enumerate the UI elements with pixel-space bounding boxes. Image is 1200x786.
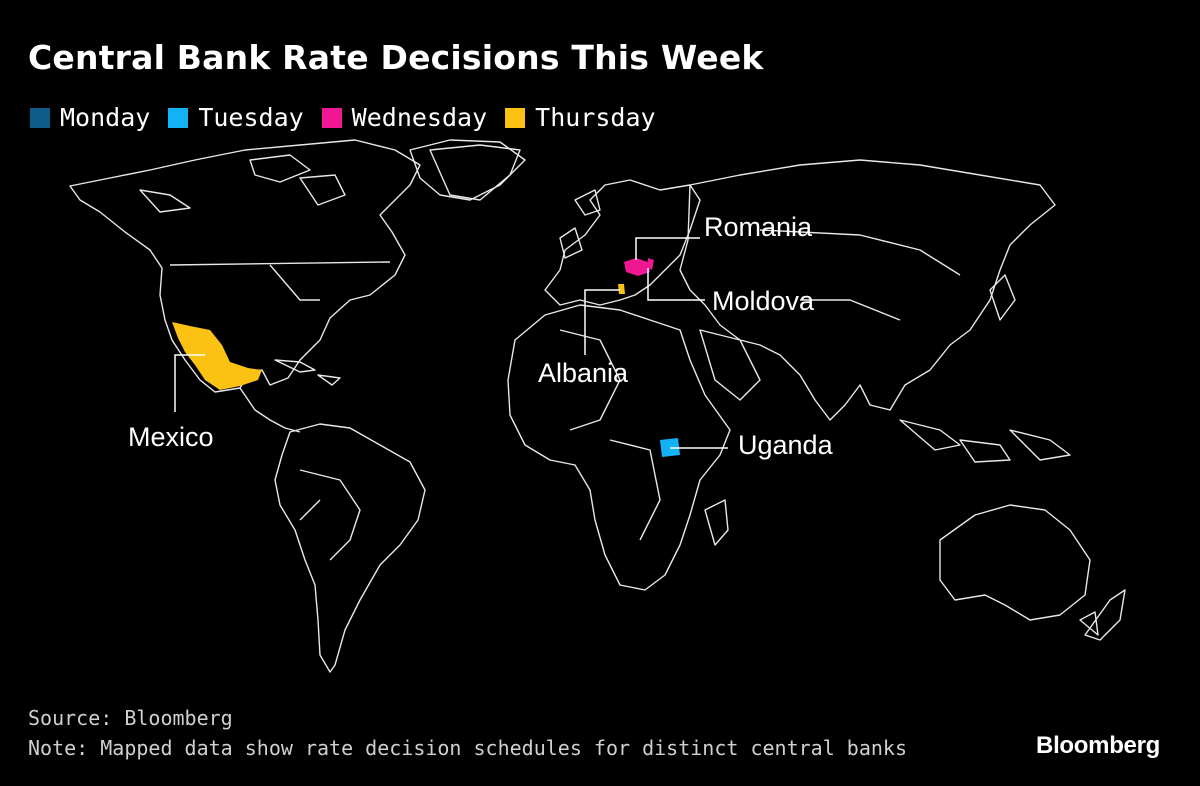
country-moldova: [648, 258, 654, 270]
legend-label-wednesday: Wednesday: [351, 103, 488, 132]
legend-item-tuesday: Tuesday: [168, 103, 304, 132]
legend-item-thursday: Thursday: [505, 103, 656, 132]
label-mexico: Mexico: [128, 422, 214, 452]
legend-label-monday: Monday: [60, 103, 151, 132]
legend-swatch-wednesday: [321, 107, 342, 128]
country-mexico: [172, 322, 262, 390]
australia-outline: [939, 504, 1091, 621]
africa-outline: [507, 304, 731, 591]
continent-outlines: [69, 139, 1126, 673]
leader-line-mexico: [174, 354, 205, 412]
legend: Monday Tuesday Wednesday Thursday: [30, 103, 656, 132]
country-romania: [624, 258, 650, 276]
label-moldova: Moldova: [712, 286, 815, 316]
footnote: Note: Mapped data show rate decision sch…: [28, 736, 907, 760]
legend-swatch-monday: [30, 107, 50, 128]
highlighted-countries: [172, 258, 680, 457]
legend-swatch-tuesday: [168, 107, 189, 128]
chart-title: Central Bank Rate Decisions This Week: [28, 38, 764, 77]
label-albania: Albania: [538, 358, 629, 388]
country-albania: [618, 284, 625, 294]
leader-line-moldova: [647, 268, 705, 301]
legend-item-monday: Monday: [30, 103, 150, 132]
south-america-outline: [274, 423, 426, 673]
legend-label-thursday: Thursday: [535, 103, 656, 132]
north-america-outline: [69, 139, 421, 393]
legend-item-wednesday: Wednesday: [321, 103, 488, 132]
legend-swatch-thursday: [505, 107, 526, 128]
source-note: Source: Bloomberg: [28, 706, 233, 730]
label-uganda: Uganda: [738, 430, 834, 460]
leader-line-romania: [635, 237, 700, 260]
europe-outline: [544, 179, 701, 306]
asia-outline: [679, 159, 1056, 421]
bloomberg-logo: Bloomberg: [1036, 732, 1160, 759]
legend-label-tuesday: Tuesday: [198, 103, 304, 132]
leader-lines: [174, 237, 728, 449]
leader-line-albania: [584, 289, 620, 355]
label-romania: Romania: [704, 212, 813, 242]
